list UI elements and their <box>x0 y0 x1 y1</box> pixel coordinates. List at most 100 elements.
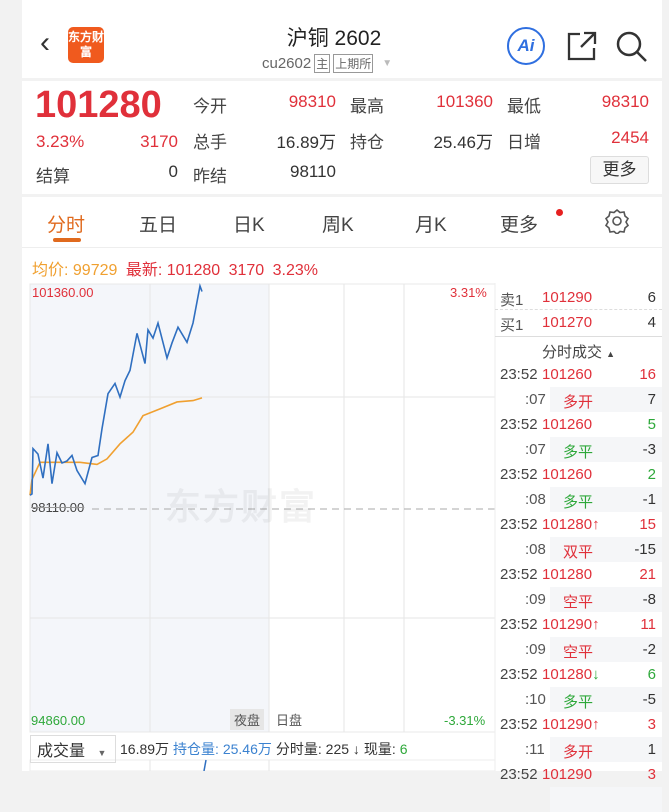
dropdown-icon: ▼ <box>97 748 106 758</box>
tick-volume: 6 <box>648 666 656 683</box>
now-value: 6 <box>400 741 408 757</box>
tick-oi-change: 7 <box>648 391 656 408</box>
tick-price: 101280↑ <box>542 516 600 533</box>
volume-value: 16.89万 <box>120 739 169 759</box>
tick-volume: 16 <box>639 366 656 383</box>
tick-price: 101260 <box>542 366 592 383</box>
tick-price: 101280 <box>542 566 592 583</box>
tick-price-value: 101260 <box>542 466 592 483</box>
orderbook-divider <box>495 336 662 337</box>
orderbook-price: 101290 <box>542 289 592 306</box>
tick-price-value: 101280 <box>542 516 592 533</box>
tick-time: 23:52 <box>500 416 538 433</box>
tick-type: 空平 <box>563 591 593 612</box>
tick-oi-change: -2 <box>643 641 656 658</box>
tick-price-value: 101290 <box>542 716 592 733</box>
tick-price: 101260 <box>542 416 592 433</box>
indicator-selector[interactable]: 成交量 ▼ <box>30 735 116 763</box>
y-mid-label: 98110.00 <box>31 500 84 515</box>
tick-volume: 3 <box>648 716 656 733</box>
tick-volume: 5 <box>648 416 656 433</box>
tick-volume: 15 <box>639 516 656 533</box>
tick-detail-row: :11 多开 1 <box>495 737 662 762</box>
tick-price-value: 101290 <box>542 616 592 633</box>
tick-price-value: 101280 <box>542 566 592 583</box>
tick-type: 多开 <box>563 741 593 762</box>
tick-price: 101290 <box>542 766 592 783</box>
period-volume: 分时量: 225 ↓ <box>276 739 360 759</box>
tick-time: 23:52 <box>500 766 538 783</box>
orderbook-qty: 4 <box>648 314 656 331</box>
orderbook-row: 买1 101270 4 <box>495 310 662 335</box>
ticks-title-text: 分时成交 <box>542 344 602 361</box>
tick-type: 多平 <box>563 441 593 462</box>
tick-time: 23:52 <box>500 666 538 683</box>
tick-arrow-icon: ↑ <box>592 716 600 733</box>
tick-type: 多平 <box>563 691 593 712</box>
orderbook-qty: 6 <box>648 289 656 306</box>
ticks-title[interactable]: 分时成交 ▲ <box>495 341 662 362</box>
tick-price-value: 101290 <box>542 766 592 783</box>
tick-volume: 21 <box>639 566 656 583</box>
tick-arrow-icon: ↑ <box>592 516 600 533</box>
orderbook-row: 卖1 101290 6 <box>495 285 662 310</box>
now-label: 现量: <box>364 739 396 759</box>
tick-type: 双平 <box>563 541 593 562</box>
orderbook-label: 买1 <box>500 314 523 335</box>
tick-price-value: 101260 <box>542 366 592 383</box>
tick-time: 23:52 <box>500 616 538 633</box>
tick-oi-change: -1 <box>643 491 656 508</box>
tick-type: 多开 <box>563 391 593 412</box>
tick-time: 23:52 <box>500 366 538 383</box>
tick-oi-change: -15 <box>634 541 656 558</box>
tick-oi-change: -5 <box>643 691 656 708</box>
tick-second: :10 <box>525 691 546 708</box>
tick-oi-change: -3 <box>643 441 656 458</box>
session-night-button[interactable]: 夜盘 <box>230 709 264 730</box>
tick-price: 101290↑ <box>542 716 600 733</box>
session-day-button[interactable]: 日盘 <box>272 709 306 730</box>
tick-second: :08 <box>525 491 546 508</box>
tick-detail-row <box>495 787 662 812</box>
orderbook-label: 卖1 <box>500 289 523 310</box>
oi-value: 持仓量: 25.46万 <box>173 739 272 759</box>
tick-detail-bg <box>550 787 662 812</box>
tick-price-value: 101280 <box>542 666 592 683</box>
y-min-label: 94860.00 <box>31 713 85 728</box>
tick-price-value: 101260 <box>542 416 592 433</box>
tick-second: :09 <box>525 591 546 608</box>
tick-detail-row: :08 双平 -15 <box>495 537 662 562</box>
tick-arrow-icon: ↓ <box>592 666 600 683</box>
watermark: 东方财富 <box>165 478 317 530</box>
tick-volume: 3 <box>648 766 656 783</box>
volume-bar: 成交量 ▼ 16.89万 持仓量: 25.46万 分时量: 225 ↓ 现量:6 <box>30 735 408 763</box>
orderbook-price: 101270 <box>542 314 592 331</box>
tick-volume: 11 <box>640 616 656 633</box>
pct-max-label: 3.31% <box>450 285 487 300</box>
collapse-icon: ▲ <box>606 349 615 359</box>
tick-time: 23:52 <box>500 466 538 483</box>
tick-time: 23:52 <box>500 516 538 533</box>
tick-time: 23:52 <box>500 716 538 733</box>
tick-detail-row: :07 多开 7 <box>495 387 662 412</box>
tick-price: 101260 <box>542 466 592 483</box>
tick-time: 23:52 <box>500 566 538 583</box>
tick-second: :11 <box>525 741 545 758</box>
tick-second: :07 <box>525 391 546 408</box>
tick-second: :08 <box>525 541 546 558</box>
tick-arrow-icon: ↑ <box>592 616 600 633</box>
tick-volume: 2 <box>648 466 656 483</box>
tick-oi-change: 1 <box>648 741 656 758</box>
